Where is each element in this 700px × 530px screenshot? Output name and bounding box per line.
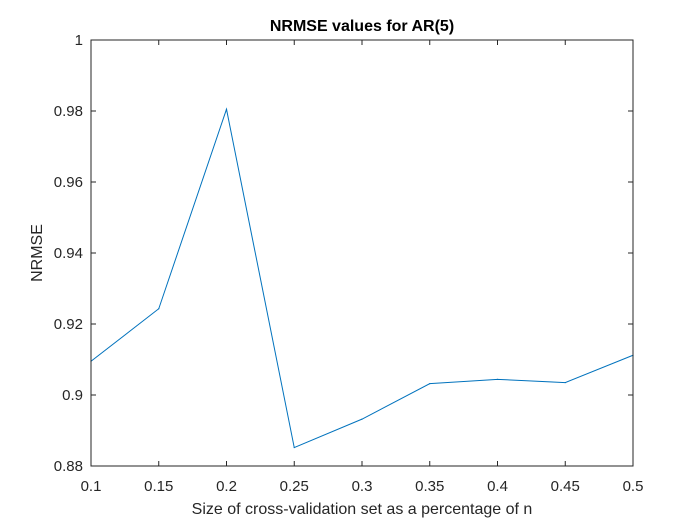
y-axis-ticks: 0.88 0.9 0.92 0.94 0.96 0.98 1 bbox=[54, 32, 633, 475]
x-axis-ticks: 0.1 0.15 0.2 0.25 0.3 0.35 0.4 0.45 0.5 bbox=[81, 40, 644, 495]
data-point bbox=[496, 378, 499, 380]
axes-box bbox=[90, 39, 634, 467]
x-tick-label: 0.25 bbox=[280, 478, 309, 495]
data-point bbox=[225, 108, 228, 110]
y-tick-label: 0.92 bbox=[54, 316, 83, 333]
x-tick-label: 0.4 bbox=[487, 478, 508, 495]
x-tick-label: 0.1 bbox=[81, 478, 102, 495]
x-tick-label: 0.2 bbox=[216, 478, 237, 495]
x-tick-label: 0.35 bbox=[415, 478, 444, 495]
y-tick-label: 0.88 bbox=[54, 458, 83, 475]
plot-area bbox=[91, 40, 633, 466]
data-point bbox=[564, 381, 566, 384]
data-point bbox=[158, 308, 160, 310]
x-axis-label: Size of cross-validation set as a percen… bbox=[192, 501, 533, 518]
y-tick-label: 0.98 bbox=[54, 103, 83, 120]
x-tick-label: 0.3 bbox=[352, 478, 373, 495]
y-tick-label: 0.9 bbox=[62, 387, 83, 404]
y-tick-label: 0.96 bbox=[54, 174, 83, 191]
data-point bbox=[429, 383, 431, 385]
y-tick-label: 0.94 bbox=[54, 245, 83, 262]
y-axis-label: NRMSE bbox=[29, 224, 46, 282]
data-point bbox=[293, 446, 295, 449]
chart-title: NRMSE values for AR(5) bbox=[270, 18, 454, 35]
y-tick-label: 1 bbox=[75, 32, 83, 49]
x-tick-label: 0.5 bbox=[623, 478, 644, 495]
x-tick-label: 0.45 bbox=[551, 478, 580, 495]
data-point bbox=[361, 418, 363, 420]
x-tick-label: 0.15 bbox=[144, 478, 173, 495]
